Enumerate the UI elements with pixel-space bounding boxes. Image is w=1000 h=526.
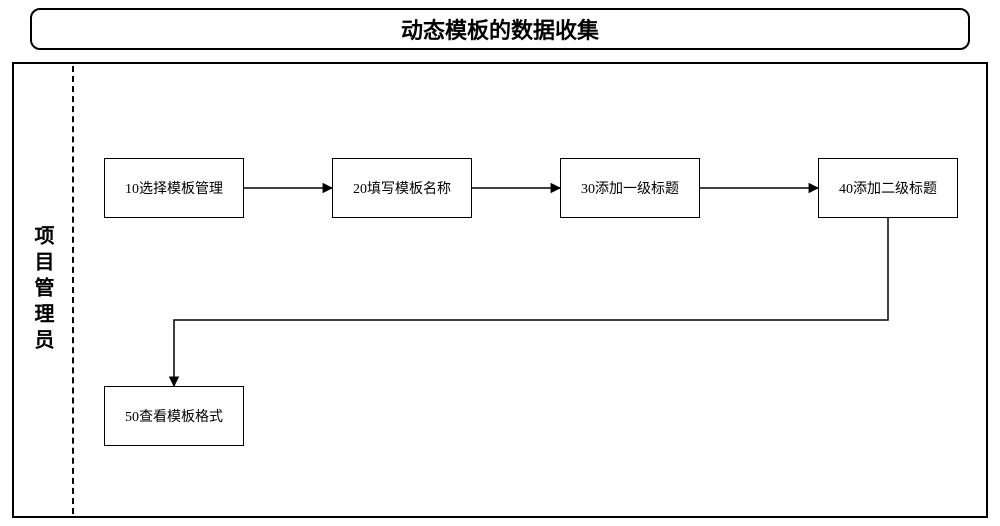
diagram-title-box: 动态模板的数据收集: [30, 8, 970, 50]
swimlane-box: [12, 62, 988, 518]
swimlane-label-area: 项目管理员: [12, 62, 72, 518]
flow-node-10: 10选择模板管理: [104, 158, 244, 218]
flow-node-40: 40添加二级标题: [818, 158, 958, 218]
flow-node-label: 50查看模板格式: [125, 406, 223, 426]
diagram-title: 动态模板的数据收集: [401, 13, 599, 45]
flow-node-20: 20填写模板名称: [332, 158, 472, 218]
swimlane-divider: [72, 66, 74, 514]
flow-node-label: 40添加二级标题: [839, 178, 937, 198]
flow-node-label: 20填写模板名称: [353, 178, 451, 198]
flow-node-30: 30添加一级标题: [560, 158, 700, 218]
flow-node-50: 50查看模板格式: [104, 386, 244, 446]
flow-node-label: 30添加一级标题: [581, 178, 679, 198]
swimlane-label: 项目管理员: [32, 225, 52, 355]
flow-node-label: 10选择模板管理: [125, 178, 223, 198]
